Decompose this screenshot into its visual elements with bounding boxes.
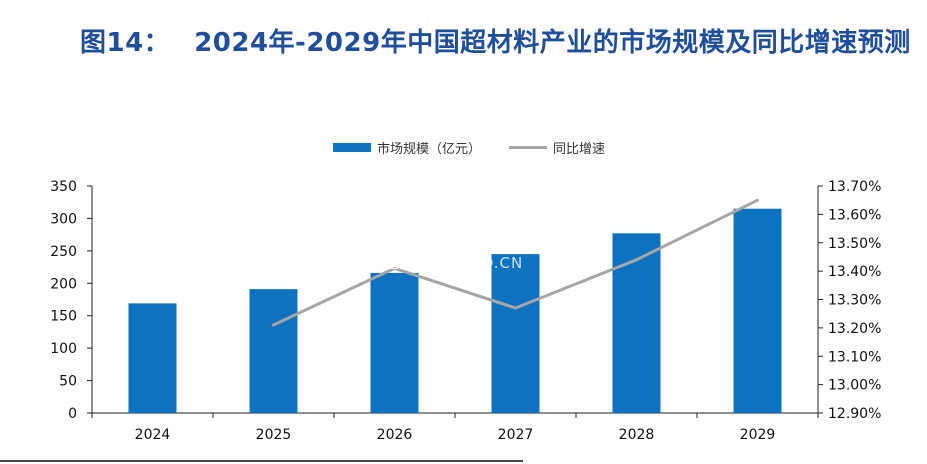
- line-point: [272, 323, 275, 327]
- x-tick-label: 2025: [256, 427, 292, 443]
- bar: [370, 272, 419, 413]
- left-tick-label: 0: [68, 406, 77, 422]
- left-tick-label: 300: [50, 211, 77, 227]
- bar: [249, 289, 298, 413]
- left-tick-label: 150: [50, 309, 77, 325]
- chart-axes: 350 300 250 200 150 100 50 0 13.70% 13.60% 13.50% 1…: [50, 179, 881, 443]
- line-point: [635, 258, 638, 262]
- bar: [491, 254, 540, 413]
- legend-label-bar: 市场规模（亿元）: [377, 142, 482, 157]
- watermark-sub: 行业报告 IPOIPO.CN: [368, 254, 523, 272]
- line-point: [393, 266, 396, 270]
- right-tick-label: 13.10%: [828, 349, 881, 365]
- chart-title: 2024年-2029年中国超材料产业的市场规模及同比增速预测: [194, 28, 911, 58]
- line-point: [756, 198, 759, 202]
- x-tick-label: 2028: [619, 427, 655, 443]
- chart-legend: 市场规模（亿元） 同比增速: [333, 138, 605, 157]
- figure-number: 图14：: [80, 28, 171, 58]
- right-tick-label: 13.00%: [828, 378, 881, 394]
- x-tick-label: 2027: [498, 427, 534, 443]
- right-tick-label: 13.40%: [828, 264, 881, 280]
- right-tick-label: 13.30%: [828, 293, 881, 309]
- page-title: 图14： 2024年-2029年中国超材料产业的市场规模及同比增速预测: [80, 22, 911, 59]
- right-tick-label: 13.50%: [828, 236, 881, 252]
- left-tick-label: 250: [50, 244, 77, 260]
- bar-series: [128, 208, 782, 413]
- left-tick-label: 200: [50, 276, 77, 292]
- watermark-brand: 并购家: [412, 204, 544, 255]
- watermark: 并购家 行业报告 IPOIPO.CN: [357, 200, 544, 272]
- right-tick-label: 13.60%: [828, 207, 881, 223]
- footer-divider: [0, 460, 523, 462]
- right-tick-label: 12.90%: [828, 406, 881, 422]
- left-tick-label: 50: [59, 374, 77, 390]
- legend-label-line: 同比增速: [553, 142, 606, 157]
- left-tick-label: 350: [50, 179, 77, 195]
- x-tick-label: 2024: [135, 427, 171, 443]
- x-tick-label: 2029: [740, 427, 776, 443]
- right-tick-label: 13.70%: [828, 179, 881, 195]
- bar: [612, 233, 661, 413]
- legend-bar-swatch: [333, 143, 371, 152]
- right-tick-label: 13.20%: [828, 321, 881, 337]
- legend-line-swatch: [509, 146, 548, 149]
- bar: [733, 208, 782, 413]
- bar: [128, 303, 177, 413]
- watermark-logo-icon: [357, 200, 407, 246]
- x-tick-label: 2026: [377, 427, 413, 443]
- line-point: [514, 306, 517, 310]
- left-tick-label: 100: [50, 341, 77, 357]
- line-series: [272, 198, 759, 327]
